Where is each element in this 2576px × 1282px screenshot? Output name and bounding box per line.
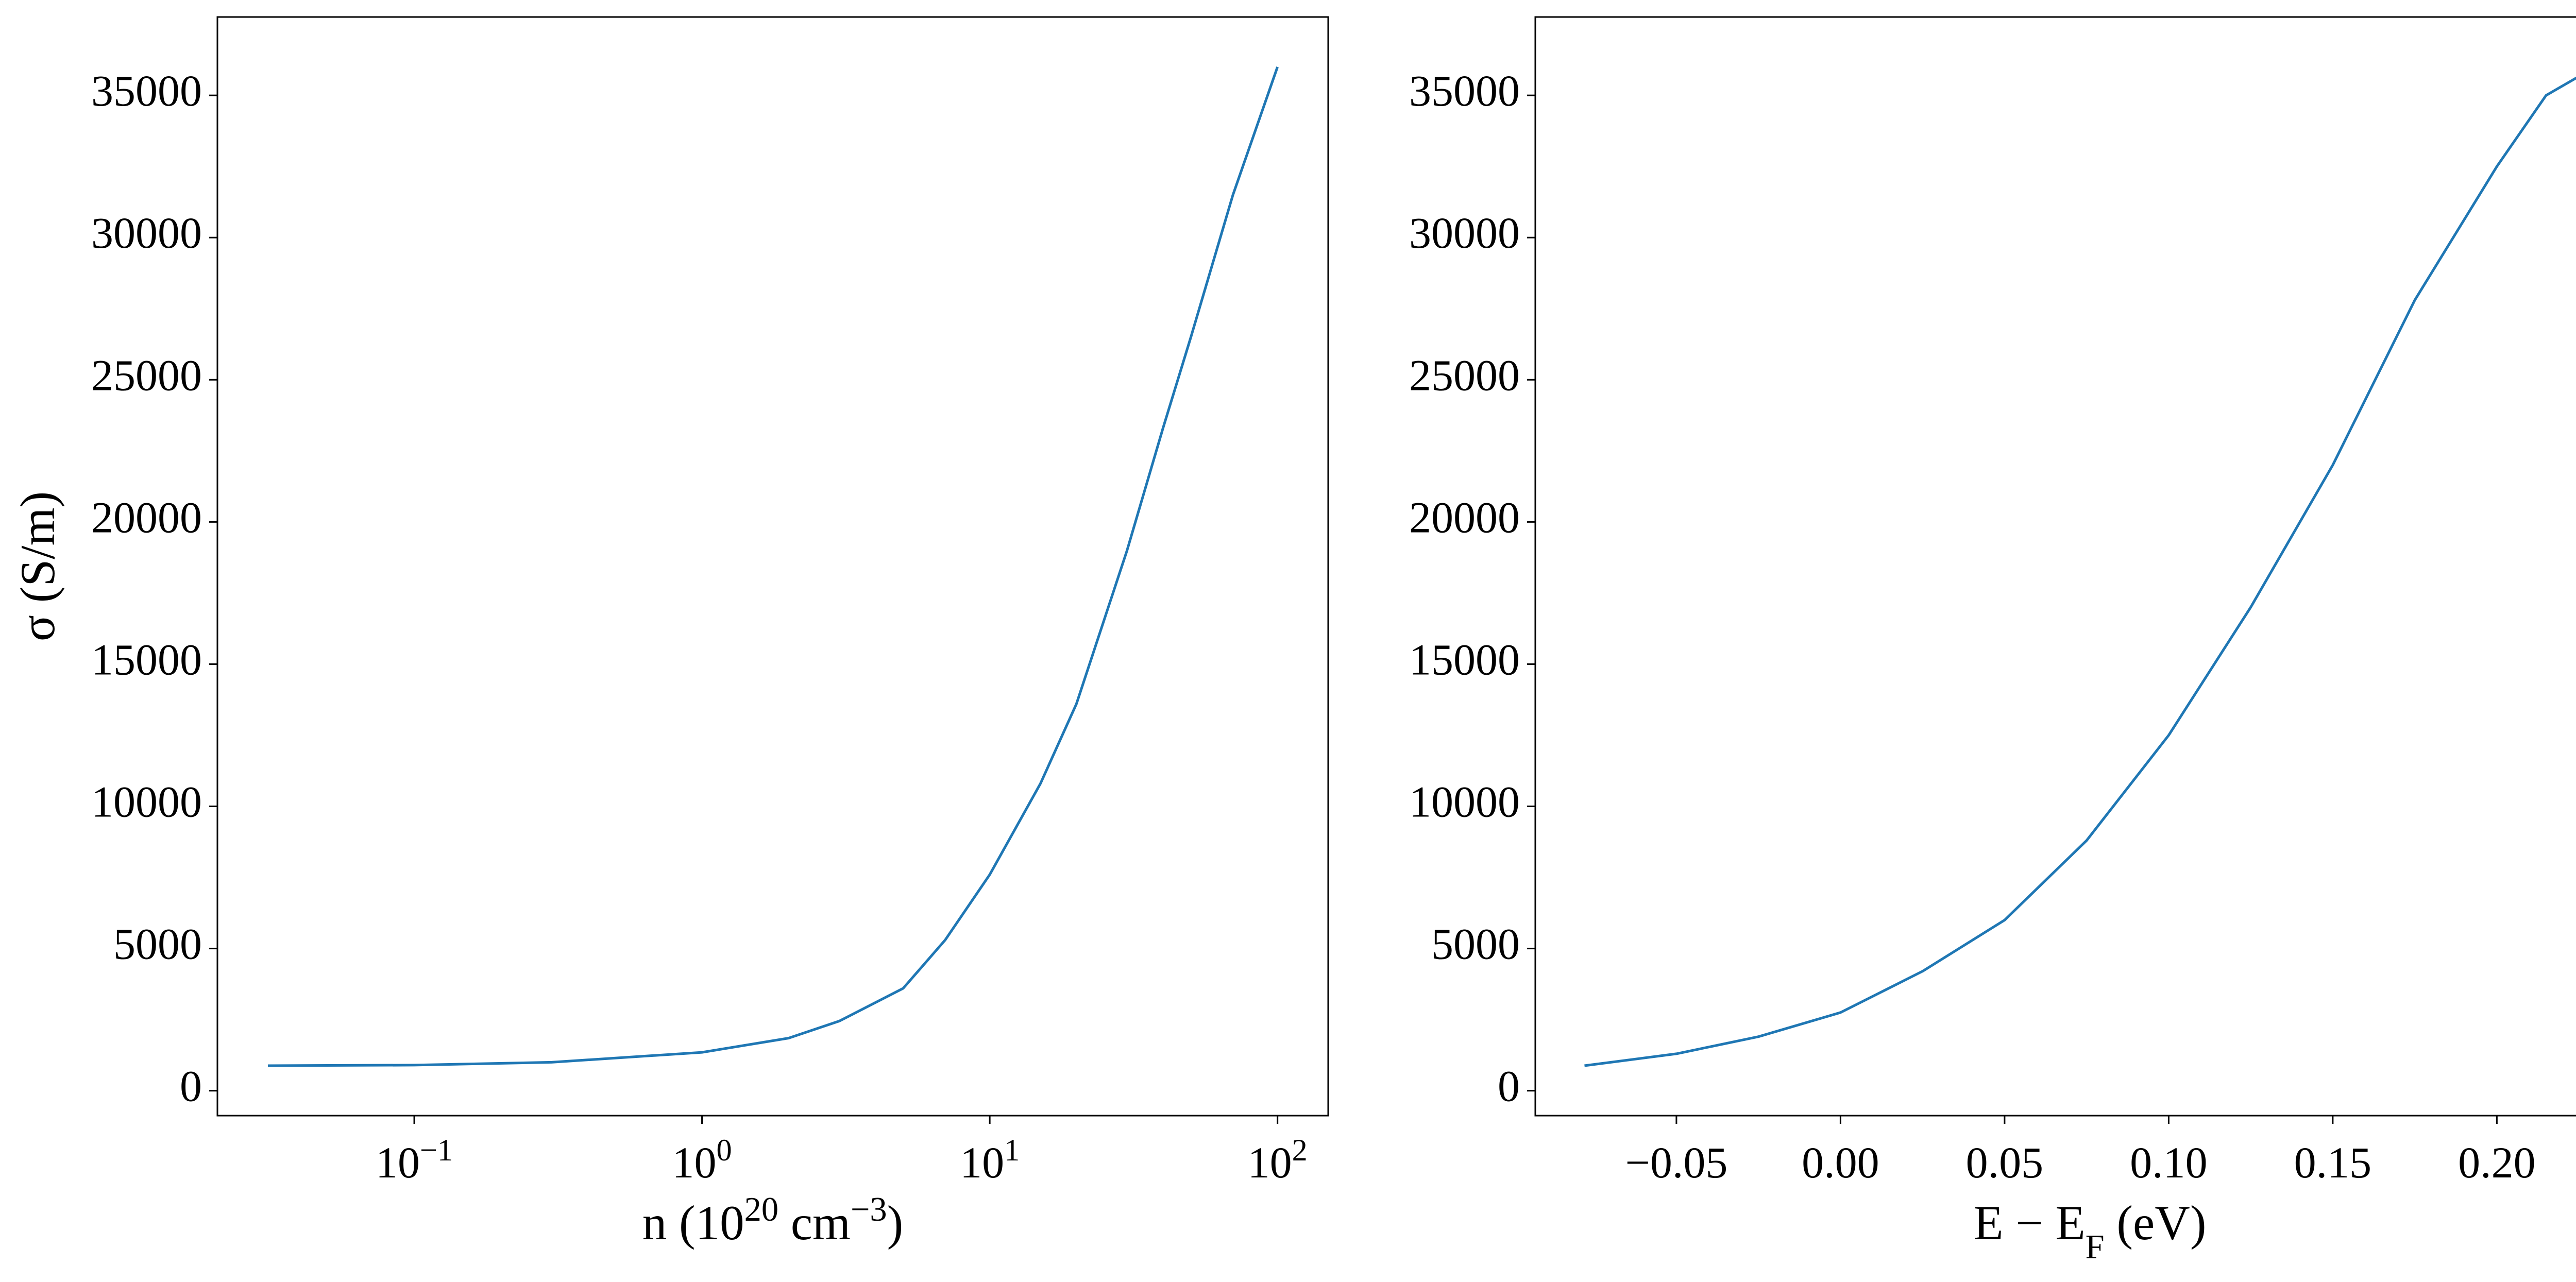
x-tick-label: 102 xyxy=(1248,1133,1308,1188)
x-axis-label: E − EF (eV) xyxy=(1974,1195,2207,1266)
x-axis-label: n (1020 cm−3) xyxy=(642,1191,904,1251)
y-tick-label: 0 xyxy=(180,1061,202,1110)
x-tick-label: 0.15 xyxy=(2294,1138,2372,1187)
y-tick-label: 5000 xyxy=(113,919,202,968)
x-tick-label: 0.00 xyxy=(1802,1138,1879,1187)
x-tick-label: 101 xyxy=(960,1133,1020,1188)
axes-frame xyxy=(1534,16,2576,1117)
y-tick-label: 35000 xyxy=(91,66,202,115)
y-tick-label: 35000 xyxy=(1409,66,1520,115)
y-tick-label: 0 xyxy=(1498,1061,1520,1110)
y-tick-label: 15000 xyxy=(1409,635,1520,684)
x-tick-label: 100 xyxy=(672,1133,732,1188)
subplot: 0 5000 10000 15000 20000 25000 30000 35000 −0.05… xyxy=(1409,16,2576,1266)
y-tick-label: 25000 xyxy=(1409,350,1520,400)
y-tick-label: 30000 xyxy=(91,208,202,258)
x-tick-label: −0.05 xyxy=(1625,1138,1727,1187)
y-tick-label: 5000 xyxy=(1431,919,1520,968)
y-tick-label: 10000 xyxy=(91,777,202,826)
x-tick-label: 0.20 xyxy=(2458,1138,2536,1187)
y-tick-label: 30000 xyxy=(1409,208,1520,258)
x-tick-label: 10−1 xyxy=(376,1133,453,1188)
data-line xyxy=(267,66,1279,1067)
y-tick-label: 15000 xyxy=(91,635,202,684)
y-tick-label: 10000 xyxy=(1409,777,1520,826)
data-line xyxy=(1584,76,2576,1067)
y-axis-label: σ (S/m) xyxy=(10,491,65,641)
y-tick-label: 25000 xyxy=(91,350,202,400)
axes-frame xyxy=(216,16,1329,1117)
x-tick-label: 0.05 xyxy=(1966,1138,2044,1187)
subplot: 0 5000 10000 15000 20000 25000 30000 35000 10−1 1… xyxy=(10,16,1329,1251)
x-tick-label: 0.10 xyxy=(2130,1138,2208,1187)
y-tick-label: 20000 xyxy=(1409,492,1520,542)
y-tick-label: 20000 xyxy=(91,492,202,542)
